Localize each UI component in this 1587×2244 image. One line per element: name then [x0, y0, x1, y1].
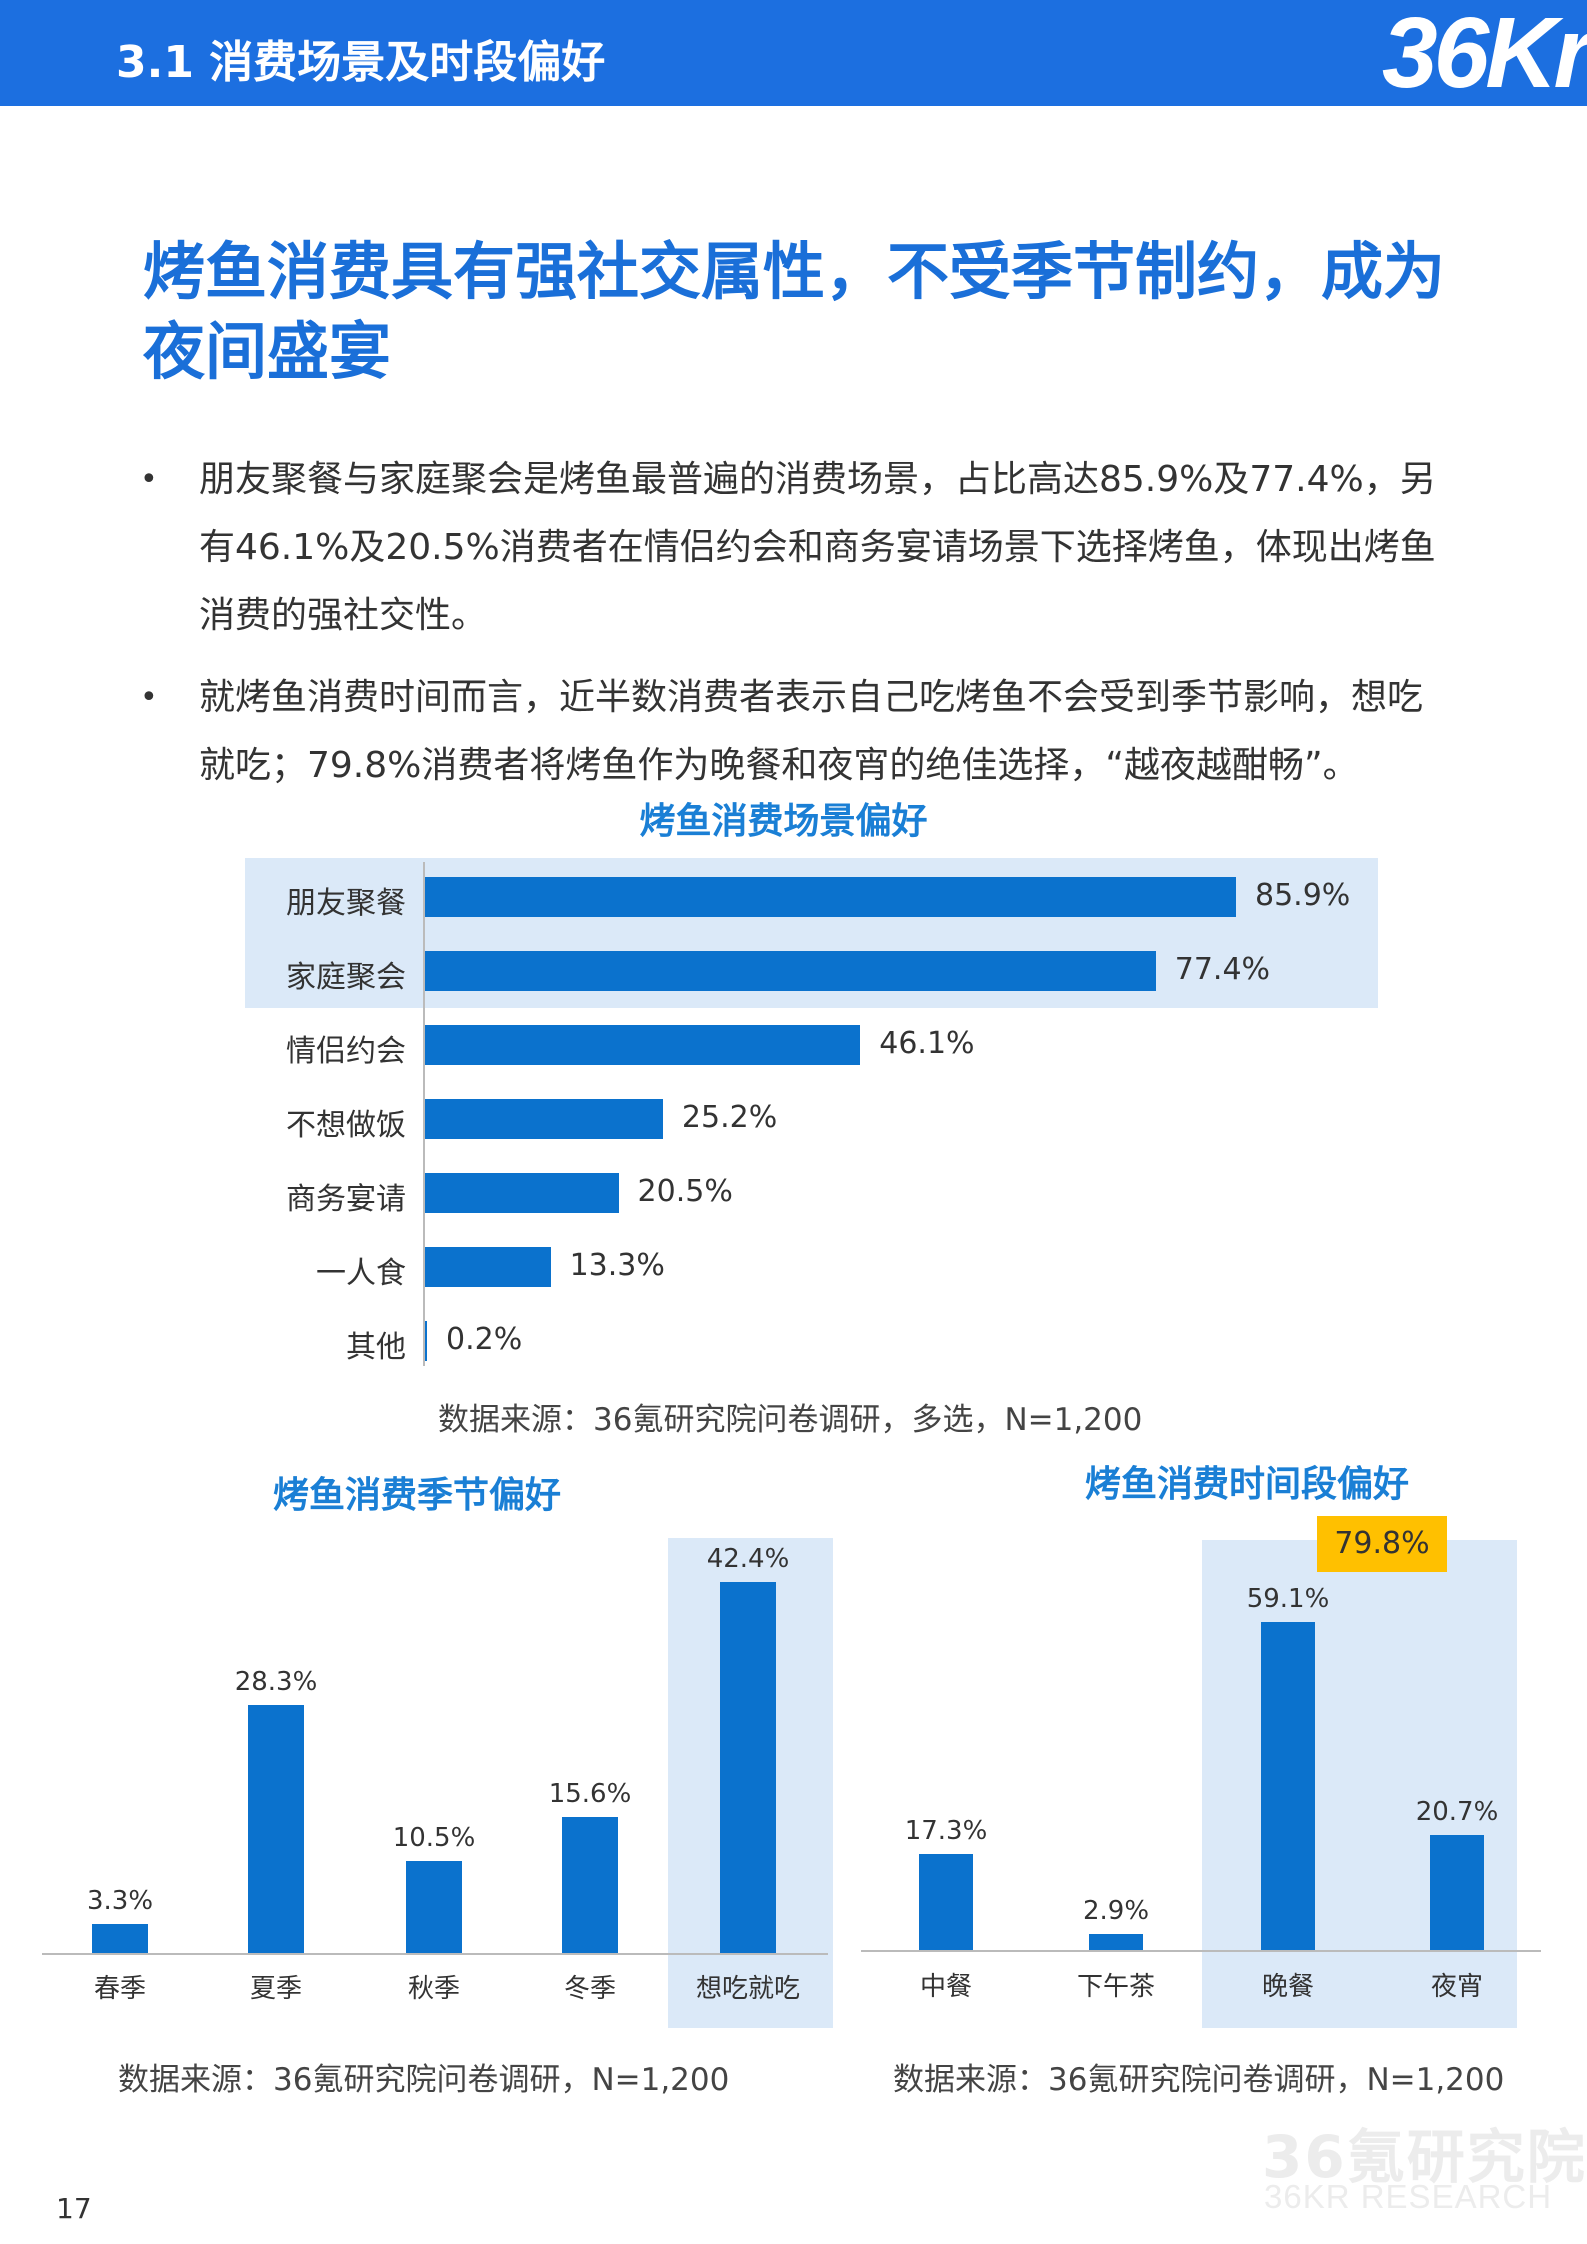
scene-category-label: 家庭聚会	[286, 960, 406, 995]
watermark-logo: 36氪研究院	[1262, 2123, 1587, 2191]
scene-chart-title: 烤鱼消费场景偏好	[639, 801, 928, 842]
scene-value-label: 13.3%	[569, 1248, 665, 1283]
scene-bar	[425, 1099, 663, 1139]
season-category-label: 夏季	[249, 1974, 302, 2004]
section-title: 3.1 消费场景及时段偏好	[116, 37, 606, 88]
season-bar	[248, 1705, 304, 1953]
bullet-dot: •	[140, 462, 158, 497]
season-value-label: 15.6%	[548, 1778, 632, 1809]
season-chart-source: 数据来源：36氪研究院问卷调研，N=1,200	[118, 2062, 730, 2098]
time-value-label: 20.7%	[1415, 1797, 1499, 1828]
scene-category-label: 一人食	[316, 1256, 406, 1291]
scene-bar	[425, 877, 1236, 917]
season-value-label: 42.4%	[706, 1544, 790, 1574]
time-bar	[1261, 1621, 1315, 1950]
time-value-label: 59.1%	[1246, 1583, 1330, 1614]
time-bar	[919, 1853, 973, 1950]
scene-bar	[425, 1247, 551, 1287]
season-bar	[92, 1924, 148, 1953]
bullet-text: 朋友聚餐与家庭聚会是烤鱼最普遍的消费场景，占比高达85.9%及77.4%，另有4…	[199, 459, 1436, 636]
scene-category-label: 情侣约会	[286, 1034, 406, 1069]
season-value-label: 10.5%	[392, 1823, 476, 1854]
season-value-label: 28.3%	[234, 1667, 318, 1698]
time-chart-source: 数据来源：36氪研究院问卷调研，N=1,200	[893, 2062, 1505, 2098]
time-category-label: 晚餐	[1261, 1972, 1314, 2002]
scene-bar	[425, 1025, 861, 1065]
season-category-label: 冬季	[563, 1974, 616, 2004]
season-value-label: 3.3%	[86, 1886, 154, 1917]
scene-value-label: 85.9%	[1255, 878, 1351, 913]
season-category-label: 秋季	[407, 1974, 460, 2004]
scene-bar	[425, 1321, 427, 1361]
time-bar	[1089, 1933, 1143, 1950]
watermark-subtitle: 36KR RESEARCH	[1264, 2178, 1553, 2215]
time-value-label: 2.9%	[1082, 1895, 1150, 1926]
time-category-label: 下午茶	[1076, 1972, 1155, 2002]
season-bar	[720, 1582, 776, 1953]
brand-logo: 36Kr	[1382, 0, 1587, 106]
evening-total-badge: 79.8%	[1317, 1516, 1447, 1572]
scene-value-label: 0.2%	[446, 1322, 523, 1357]
time-category-label: 夜宵	[1430, 1972, 1483, 2002]
season-category-label: 想吃就吃	[695, 1974, 800, 2004]
scene-value-label: 20.5%	[637, 1174, 733, 1209]
page-number: 17	[56, 2192, 92, 2225]
scene-category-label: 不想做饭	[286, 1108, 406, 1143]
time-bar	[1430, 1835, 1484, 1950]
scene-bar	[425, 951, 1156, 991]
season-bar	[406, 1861, 462, 1953]
time-chart-title: 烤鱼消费时间段偏好	[1085, 1464, 1410, 1505]
season-category-label: 春季	[93, 1974, 146, 2004]
page-header: 3.1 消费场景及时段偏好 36Kr	[0, 0, 1587, 106]
season-bar	[562, 1816, 618, 1953]
scene-value-label: 77.4%	[1174, 952, 1271, 987]
scene-chart-source: 数据来源：36氪研究院问卷调研，多选，N=1,200	[438, 1402, 1143, 1438]
season-chart-baseline	[42, 1953, 828, 1955]
time-category-label: 中餐	[919, 1972, 972, 2002]
bullet-text: 就烤鱼消费时间而言，近半数消费者表示自己吃烤鱼不会受到季节影响，想吃就吃；79.…	[199, 677, 1424, 786]
scene-category-label: 朋友聚餐	[286, 886, 406, 921]
scene-category-label: 商务宴请	[286, 1182, 406, 1217]
scene-value-label: 25.2%	[681, 1100, 778, 1135]
scene-value-label: 46.1%	[879, 1026, 975, 1061]
season-chart-title: 烤鱼消费季节偏好	[273, 1475, 562, 1516]
page-headline: 烤鱼消费具有强社交属性，不受季节制约，成为夜间盛宴	[143, 235, 1446, 388]
bullet-dot: •	[140, 680, 158, 715]
scene-bar	[425, 1173, 619, 1213]
scene-chart-axis	[423, 862, 425, 1366]
time-chart-baseline	[861, 1950, 1541, 1952]
scene-category-label: 其他	[346, 1330, 406, 1365]
time-value-label: 17.3%	[904, 1815, 988, 1846]
